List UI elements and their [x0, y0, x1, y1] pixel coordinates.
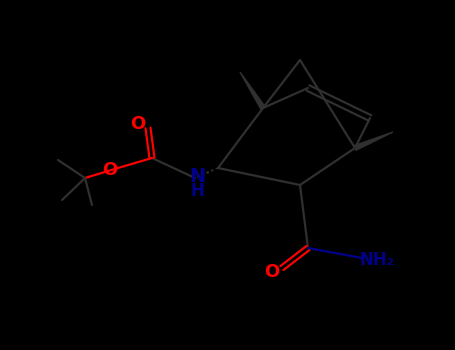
Polygon shape	[240, 72, 265, 109]
Text: H: H	[190, 182, 204, 200]
Text: O: O	[264, 263, 280, 281]
Text: N: N	[189, 167, 205, 186]
Text: O: O	[131, 115, 146, 133]
Polygon shape	[354, 132, 393, 150]
Text: O: O	[102, 161, 118, 179]
Text: NH₂: NH₂	[359, 251, 394, 269]
